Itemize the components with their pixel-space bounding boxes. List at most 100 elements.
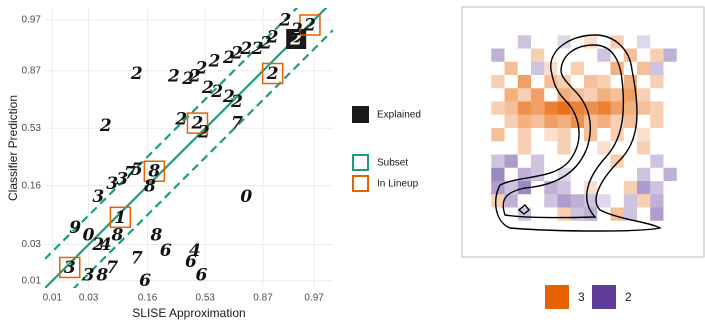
heat-cell: [611, 155, 624, 168]
legend-label: Explained: [377, 110, 421, 121]
y-tick-label: 0.01: [22, 275, 42, 286]
x-tick-label: 0.53: [196, 293, 216, 304]
heat-cell: [491, 194, 504, 207]
digit-point: 2: [290, 20, 303, 40]
heat-cell: [650, 194, 663, 207]
x-axis-label: SLISE Approximation: [132, 306, 245, 320]
heat-cell: [491, 75, 504, 88]
heat-cell: [637, 88, 650, 101]
heat-cell: [637, 194, 650, 207]
heat-cell: [505, 155, 518, 168]
heat-cell: [531, 62, 544, 75]
heat-cell: [505, 115, 518, 128]
heat-cell: [650, 208, 663, 221]
digit-point: 6: [139, 271, 151, 291]
heat-cell: [624, 102, 637, 115]
x-tick-label: 0.03: [79, 293, 99, 304]
heat-cell: [597, 102, 610, 115]
digit-point: 4: [100, 235, 112, 255]
heat-cell: [597, 115, 610, 128]
digit-point: 3: [64, 258, 76, 278]
y-tick-label: 0.87: [22, 65, 42, 76]
heat-cell: [518, 115, 531, 128]
heat-cell: [650, 75, 663, 88]
heat-cell: [491, 128, 504, 141]
heat-cell: [518, 88, 531, 101]
heat-cell: [558, 35, 571, 48]
heat-cell: [637, 35, 650, 48]
heat-cell: [637, 181, 650, 194]
heat-cell: [531, 155, 544, 168]
digit-point: 9: [69, 218, 81, 238]
heat-cell: [531, 49, 544, 62]
y-axis-label: Classifier Prediction: [6, 95, 20, 201]
digit-point: 7: [106, 258, 118, 278]
heat-cell: [518, 141, 531, 154]
heat-cell: [491, 49, 504, 62]
heat-cell: [650, 181, 663, 194]
heat-cell: [558, 141, 571, 154]
heat-cell: [544, 128, 557, 141]
legend-label: Subset: [377, 158, 408, 169]
heat-cell: [558, 115, 571, 128]
heat-cell: [597, 88, 610, 101]
legend-label: In Lineup: [377, 179, 419, 190]
digit-point: 2: [230, 92, 243, 112]
heat-cell: [571, 194, 584, 207]
digit-point: 2: [210, 82, 223, 102]
heat-cell: [584, 208, 597, 221]
heat-cell: [491, 168, 504, 181]
digit-point: 6: [195, 265, 207, 285]
heat-cell: [544, 115, 557, 128]
digit-point: 2: [167, 67, 180, 87]
digit-point: 7: [131, 248, 143, 268]
digit-point: 2: [303, 15, 316, 35]
legend-swatch: [545, 285, 569, 309]
x-tick-label: 0.01: [43, 293, 63, 304]
heat-cell: [664, 168, 677, 181]
legend-key: [352, 106, 369, 123]
x-tick-label: 0.97: [304, 293, 324, 304]
heat-cell: [637, 62, 650, 75]
legend-label: 2: [625, 290, 632, 304]
heat-cell: [544, 102, 557, 115]
digit-point: 2: [181, 69, 194, 89]
y-tick-label: 0.97: [22, 14, 42, 25]
digit-point: 2: [222, 48, 235, 68]
heat-cell: [531, 115, 544, 128]
heat-cell: [611, 62, 624, 75]
heat-cell: [597, 75, 610, 88]
heat-cell: [584, 75, 597, 88]
heat-cell: [650, 62, 663, 75]
heat-cell: [518, 35, 531, 48]
heat-cell: [505, 88, 518, 101]
heat-cell: [531, 102, 544, 115]
digit-point: 8: [111, 225, 124, 245]
digit-point: 3: [83, 265, 95, 285]
heat-cell: [571, 208, 584, 221]
heat-cell: [650, 155, 663, 168]
digit-point: 8: [143, 176, 156, 196]
heat-cell: [558, 194, 571, 207]
heat-cell: [597, 49, 610, 62]
heat-cell: [518, 128, 531, 141]
heat-cell: [624, 194, 637, 207]
digit-point: 6: [160, 241, 172, 261]
heat-cell: [571, 62, 584, 75]
heat-cell: [505, 102, 518, 115]
heat-cell: [584, 88, 597, 101]
heat-cell: [584, 35, 597, 48]
heat-cell: [505, 62, 518, 75]
digit-point: 3: [92, 187, 104, 207]
y-tick-label: 0.16: [22, 180, 42, 191]
digit-point: 2: [251, 39, 264, 59]
y-tick-label: 0.53: [22, 123, 42, 134]
heat-cell: [491, 181, 504, 194]
heat-cell: [531, 88, 544, 101]
x-tick-label: 0.16: [138, 293, 158, 304]
legend-key: [353, 176, 368, 191]
heat-cell: [650, 115, 663, 128]
heat-cell: [491, 102, 504, 115]
digit-point: 2: [266, 64, 279, 84]
heat-cell: [558, 75, 571, 88]
